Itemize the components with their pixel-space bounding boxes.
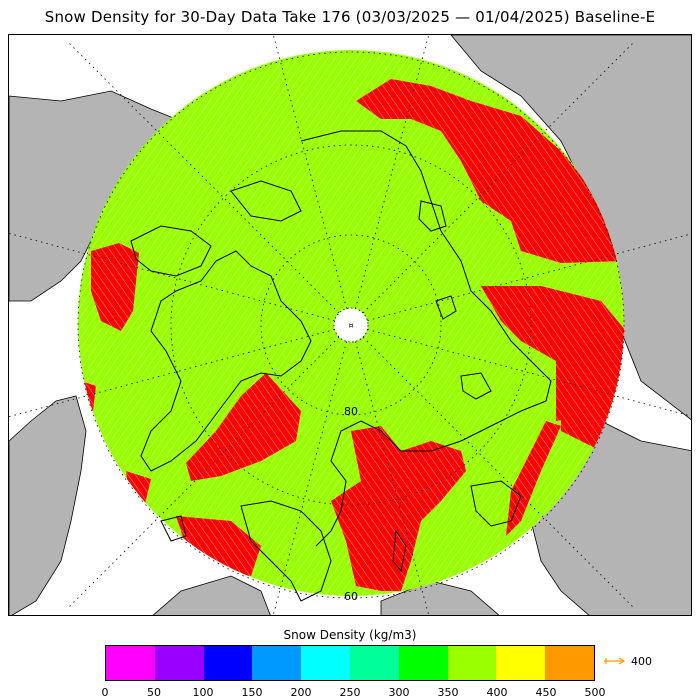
lat-label-60: 60	[344, 590, 358, 603]
meridian-line	[9, 329, 335, 418]
chart-title: Snow Density for 30-Day Data Take 176 (0…	[44, 8, 656, 26]
legend-tick-label: 500	[584, 686, 606, 699]
meridian-line	[9, 232, 335, 321]
legend-tick-label: 100	[192, 686, 214, 699]
lat-label-80: 80	[344, 405, 358, 418]
north-pole-hole	[333, 307, 369, 343]
latitude-circle	[260, 234, 442, 416]
legend-tick-label: 450	[535, 686, 557, 699]
latitude-circle	[170, 144, 532, 506]
meridian-line	[67, 336, 340, 609]
legend-swatch	[545, 646, 594, 680]
legend-title: Snow Density (kg/m3)	[283, 628, 417, 642]
color-legend-bar	[105, 645, 595, 681]
legend-tick-label: 300	[388, 686, 410, 699]
overflow-arrow-icon	[604, 657, 626, 665]
legend-swatch	[203, 646, 253, 680]
meridian-line	[67, 41, 340, 314]
pole-marker: ¤	[348, 321, 353, 330]
overflow-label: 400	[631, 655, 652, 668]
legend-swatch	[301, 646, 350, 680]
legend-tick-label: 400	[486, 686, 508, 699]
polar-map: ¤ 80 60	[8, 34, 692, 616]
legend-swatch	[106, 646, 155, 680]
legend-swatch	[349, 646, 399, 680]
meridian-line	[367, 233, 691, 321]
coastlines	[130, 130, 552, 602]
legend-swatch	[496, 646, 546, 680]
legend-swatch	[398, 646, 448, 680]
legend-tick-label: 250	[339, 686, 361, 699]
graticule	[9, 35, 691, 615]
high-density-regions	[81, 79, 624, 591]
legend-tick-label: 50	[147, 686, 161, 699]
latitude-circle	[77, 51, 625, 599]
meridian-line	[362, 336, 635, 609]
polar-stereographic-map: ¤ 80 60	[9, 35, 691, 615]
legend-swatch	[447, 646, 497, 680]
legend-tick-label: 200	[290, 686, 312, 699]
meridian-line	[362, 41, 635, 314]
legend-swatch	[252, 646, 302, 680]
legend-swatch	[154, 646, 204, 680]
legend-tick-label: 0	[101, 686, 109, 699]
legend-tick-label: 350	[437, 686, 459, 699]
legend-tick-label: 150	[241, 686, 263, 699]
meridian-line	[367, 329, 691, 417]
